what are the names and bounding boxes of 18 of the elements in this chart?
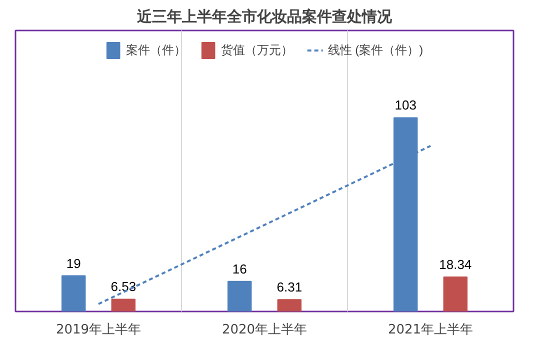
bar	[227, 280, 252, 312]
data-label: 18.34	[439, 256, 472, 272]
legend-label: 案件（件）	[126, 42, 186, 58]
data-label: 16	[232, 261, 247, 276]
data-label: 103	[394, 98, 416, 113]
bar	[61, 275, 86, 312]
data-label: 19	[66, 256, 81, 271]
chart-title: 近三年上半年全市化妆品案件查处情况	[136, 8, 393, 26]
x-tick-label: 2021年上半年	[388, 322, 474, 338]
legend-label: 货值（万元）	[220, 42, 293, 58]
x-tick-label: 2019年上半年	[56, 322, 142, 338]
bar	[277, 299, 302, 312]
bar	[443, 276, 468, 312]
data-label: 6.31	[276, 280, 302, 295]
x-tick-label: 2020年上半年	[222, 322, 308, 338]
bar	[111, 298, 136, 312]
legend-label: 线性 (案件（件）)	[328, 42, 424, 58]
data-label: 6.53	[110, 279, 136, 294]
